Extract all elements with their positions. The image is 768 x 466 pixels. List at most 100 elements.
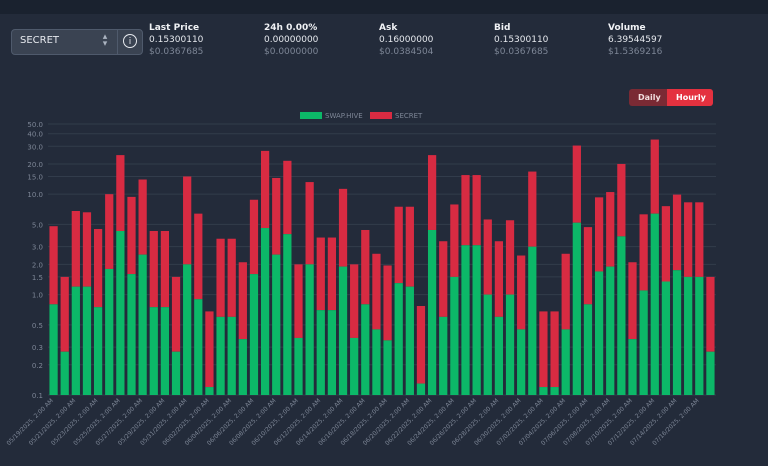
bar-swap-hive: [82, 286, 92, 395]
stat-usd: $0.0384504: [379, 47, 434, 57]
stat-usd: $0.0000000: [264, 47, 319, 57]
bar-secret: [594, 197, 604, 272]
bar-swap-hive: [617, 236, 626, 395]
bar-secret: [338, 188, 348, 267]
bar-secret: [327, 237, 337, 311]
bar-swap-hive: [517, 329, 526, 395]
bar-swap-hive: [528, 246, 537, 395]
bar-swap-hive: [505, 294, 515, 395]
stat-label: Bid: [494, 23, 511, 33]
bar-swap-hive: [684, 276, 693, 395]
stat-value: 0.15300110: [494, 35, 549, 45]
legend-label: SECRET: [395, 112, 423, 120]
divider: [117, 30, 118, 54]
bar-swap-hive: [639, 290, 648, 395]
info-icon[interactable]: i: [123, 34, 137, 48]
bar-secret: [539, 311, 548, 388]
y-tick-label: 50.0: [27, 121, 43, 129]
bar-swap-hive: [583, 304, 593, 395]
bar-secret: [394, 206, 403, 284]
bar-swap-hive: [316, 310, 325, 395]
bar-swap-hive: [706, 351, 715, 395]
bar-secret: [260, 150, 270, 229]
bar-secret: [684, 202, 693, 277]
bar-secret: [205, 311, 214, 388]
bar-swap-hive: [450, 276, 459, 395]
bar-swap-hive: [539, 387, 548, 395]
bar-secret: [572, 145, 581, 223]
bar-swap-hive: [171, 351, 181, 395]
stat-value: 0.00000000: [264, 35, 319, 45]
bar-swap-hive: [494, 316, 504, 395]
bar-secret: [583, 227, 593, 305]
bar-secret: [450, 204, 459, 277]
bar-swap-hive: [372, 329, 381, 395]
bar-secret: [405, 206, 414, 287]
bar-swap-hive: [572, 222, 581, 395]
bar-secret: [249, 199, 259, 275]
bar-secret: [49, 226, 58, 305]
bar-secret: [617, 163, 626, 237]
y-tick-label: 10.0: [27, 191, 43, 199]
stat-24h: 24h 0.00% 0.00000000 $0.0000000: [264, 23, 318, 57]
bar-swap-hive: [49, 304, 58, 395]
bar-swap-hive: [338, 266, 348, 395]
bar-secret: [383, 265, 392, 341]
chevron-updown-icon: ▴ ▾: [102, 32, 108, 49]
bar-secret: [171, 276, 181, 352]
stat-ask: Ask 0.16000000 $0.0384504: [379, 23, 433, 57]
market-select[interactable]: SECRET ▴ ▾ i: [11, 29, 143, 55]
bar-secret: [672, 194, 682, 271]
bar-secret: [461, 175, 470, 246]
stat-volume: Volume 6.39544597 $1.5369216: [608, 23, 662, 57]
daily-button[interactable]: Daily: [629, 89, 667, 106]
bar-swap-hive: [461, 245, 470, 395]
bar-swap-hive: [672, 270, 682, 395]
bar-secret: [216, 238, 225, 317]
y-tick-label: 3.0: [32, 244, 43, 252]
bar-swap-hive: [661, 281, 671, 395]
bar-swap-hive: [628, 339, 637, 395]
bar-secret: [550, 311, 559, 388]
stat-value: 0.15300110: [149, 35, 204, 45]
stat-usd: $1.5369216: [608, 47, 663, 57]
bar-swap-hive: [416, 383, 426, 395]
bar-secret: [416, 305, 426, 384]
bar-secret: [227, 238, 236, 317]
stat-label: Last Price: [149, 23, 200, 33]
bar-secret: [149, 230, 158, 308]
bar-secret: [372, 253, 381, 330]
bar-swap-hive: [272, 254, 281, 395]
bar-secret: [439, 241, 448, 317]
bar-swap-hive: [194, 299, 203, 395]
y-tick-label: 30.0: [27, 143, 43, 151]
bar-swap-hive: [606, 266, 615, 395]
legend-swatch: [300, 112, 322, 119]
bar-swap-hive: [216, 316, 225, 395]
bar-secret: [238, 262, 247, 340]
bar-secret: [105, 194, 114, 269]
hourly-button[interactable]: Hourly: [667, 89, 713, 106]
bar-swap-hive: [427, 229, 437, 395]
bar-secret: [305, 182, 314, 265]
bar-secret: [116, 155, 125, 231]
bar-swap-hive: [305, 264, 314, 395]
bar-swap-hive: [183, 264, 192, 395]
stat-value: 6.39544597: [608, 35, 663, 45]
bar-swap-hive: [439, 316, 448, 395]
bar-secret: [517, 255, 526, 330]
bar-secret: [82, 212, 92, 287]
bar-secret: [483, 219, 492, 295]
bar-secret: [361, 229, 370, 305]
stat-label: 24h 0.00%: [264, 23, 318, 33]
stat-usd: $0.0367685: [494, 47, 549, 57]
bar-swap-hive: [394, 283, 403, 395]
bar-secret: [650, 139, 659, 214]
y-tick-label: 1.5: [32, 274, 43, 282]
stat-label: Ask: [379, 23, 398, 33]
bar-swap-hive: [238, 339, 247, 395]
interval-toggle: Daily Hourly: [629, 89, 713, 106]
bar-swap-hive: [361, 304, 370, 395]
y-tick-label: 15.0: [27, 174, 43, 182]
